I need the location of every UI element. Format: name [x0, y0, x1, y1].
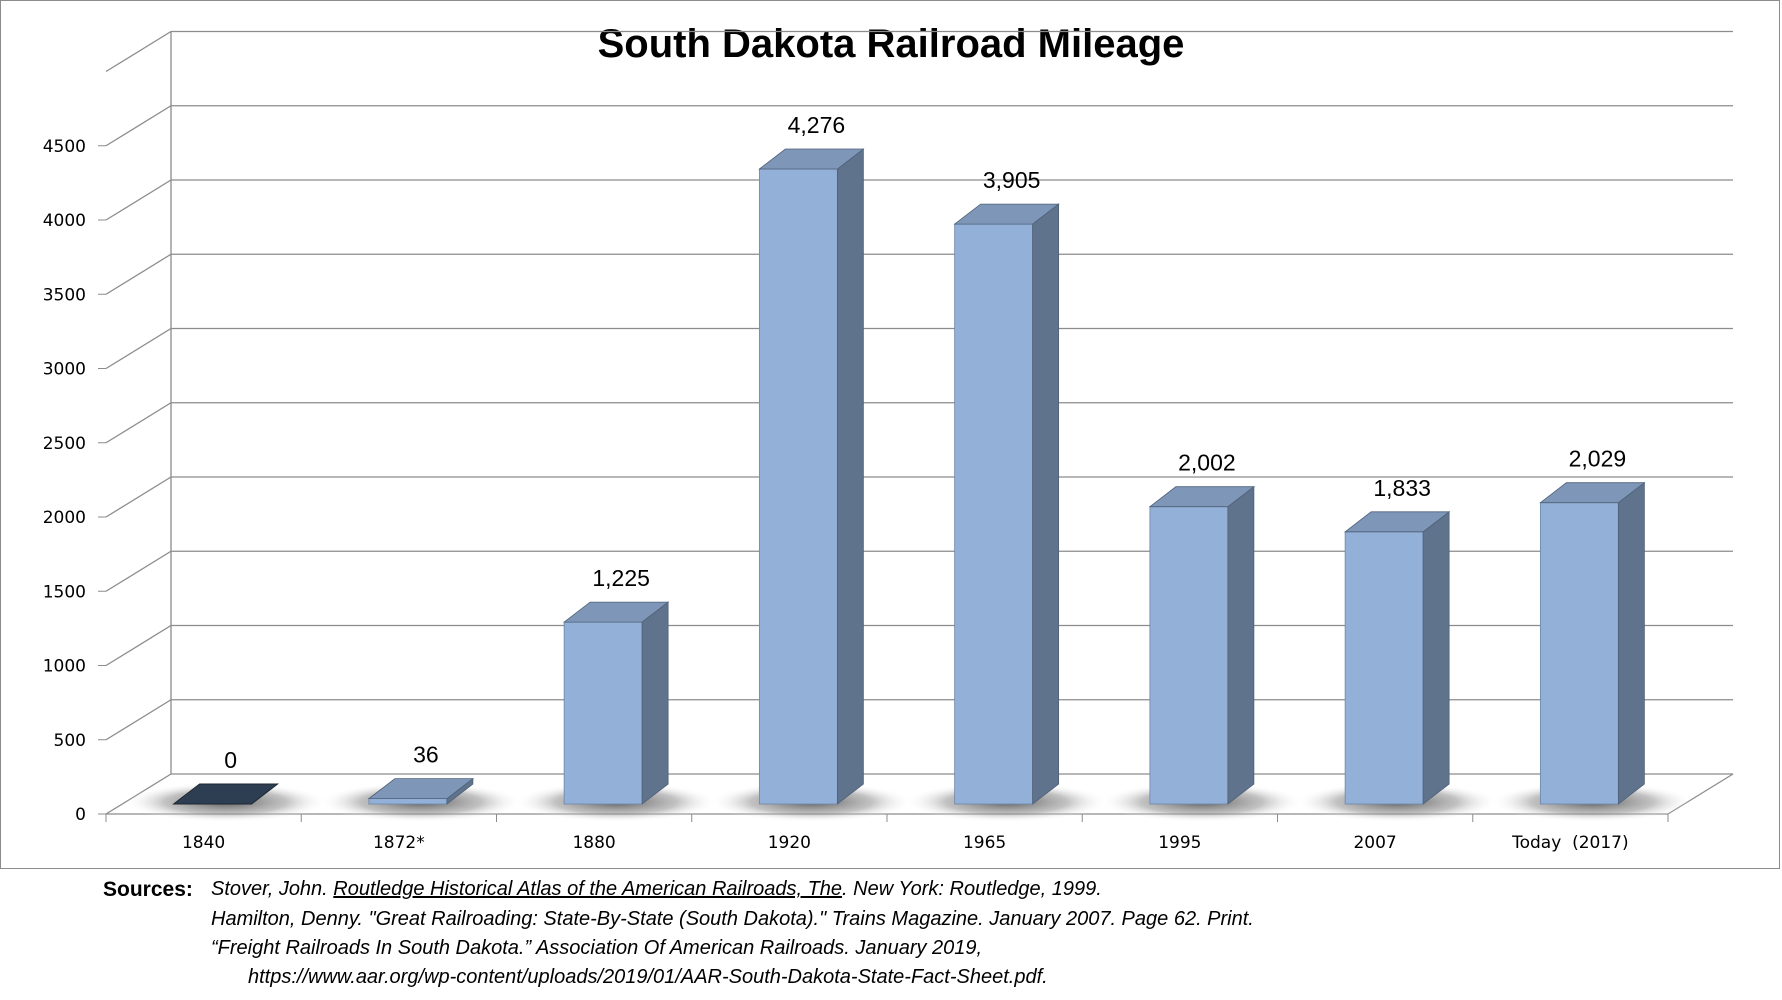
data-label: 4,276 — [788, 112, 846, 138]
data-labels: 0 36 1,225 4,276 3,905 2,002 1,833 2,029 — [224, 112, 1626, 773]
bar-front — [368, 798, 448, 805]
bar — [1148, 485, 1256, 805]
gridlines — [105, 30, 1734, 815]
bar-top — [367, 778, 475, 800]
gridline — [105, 624, 1733, 667]
bar-top — [1539, 482, 1646, 504]
gridline — [105, 30, 1733, 73]
chart-frame: South Dakota Railroad Mileage 0 500 1000 15… — [0, 0, 1780, 869]
bar-front — [1344, 531, 1424, 805]
bar-side — [1032, 203, 1060, 805]
x-axis-ticks: 1840 1872* 1880 1920 1965 1995 2007 Today (2017… — [105, 814, 1669, 853]
y-tick-label: 4000 — [43, 211, 86, 231]
bar-front — [758, 168, 838, 805]
y-tick-label: 3500 — [43, 285, 86, 305]
y-tick-label: 4500 — [43, 137, 86, 157]
source-aar-url: https://www.aar.org/wp-content/uploads/2… — [248, 966, 1048, 988]
source-stover-rest: . New York: Routledge, 1999. — [842, 878, 1102, 900]
data-label: 0 — [224, 747, 237, 773]
bar-front — [954, 223, 1034, 805]
bar — [1539, 481, 1646, 805]
x-tick-label: 1840 — [182, 833, 225, 853]
data-label: 2,029 — [1569, 446, 1627, 472]
sources-section: Sources: Stover, John. Routledge Histori… — [0, 876, 1782, 1000]
chart-floor — [124, 782, 1694, 822]
gridline — [105, 550, 1733, 592]
source-hamilton: Hamilton, Denny. "Great Railroading: Sta… — [211, 908, 1254, 930]
bar — [367, 777, 475, 805]
source-aar: “Freight Railroads In South Dakota.” Ass… — [211, 937, 983, 959]
bar-side — [641, 601, 669, 805]
x-tick-label: 1995 — [1158, 833, 1201, 853]
y-tick-label: 1500 — [43, 582, 86, 602]
y-tick-label: 2000 — [43, 508, 86, 528]
gridline — [105, 402, 1733, 444]
y-tick-label: 2500 — [43, 434, 86, 454]
bar-front — [1539, 502, 1619, 805]
x-tick-label: 1965 — [963, 833, 1006, 853]
bar-top — [1148, 486, 1256, 508]
bar-side — [1422, 510, 1450, 805]
bar-side — [1617, 481, 1645, 805]
bar-top — [562, 601, 670, 623]
chart-title: South Dakota Railroad Mileage — [598, 22, 1185, 66]
x-tick-label: 1880 — [572, 833, 615, 853]
y-tick-label: 3000 — [43, 360, 86, 380]
source-stover: Stover, John. Routledge Historical Atlas… — [211, 878, 1102, 901]
source-stover-title: Routledge Historical Atlas of the Americ… — [333, 878, 843, 900]
bar-chart: South Dakota Railroad Mileage 0 500 1000 15… — [43, 22, 1734, 853]
x-tick-label: Today (2017) — [1511, 833, 1629, 853]
sources-label: Sources: — [103, 878, 193, 901]
x-tick-label: 1872* — [373, 833, 425, 853]
data-label: 2,002 — [1178, 450, 1236, 476]
y-tick-label: 0 — [75, 805, 86, 825]
x-tick-label: 2007 — [1353, 833, 1396, 853]
data-label: 36 — [413, 742, 439, 768]
bar-front — [563, 621, 643, 805]
bar — [1343, 510, 1451, 805]
y-axis-ticks: 0 500 1000 1500 2000 2500 3000 3500 4000 4500 — [43, 137, 106, 825]
gridline — [105, 105, 1733, 147]
bar-front — [1149, 506, 1229, 805]
bar — [562, 601, 670, 805]
bar — [172, 783, 280, 805]
bar-top — [1343, 511, 1451, 533]
bar-top — [953, 203, 1060, 225]
gridline — [105, 327, 1733, 370]
bar-side — [836, 148, 864, 805]
bars — [172, 148, 1646, 805]
y-tick-label: 1000 — [43, 657, 86, 677]
gridline — [105, 476, 1733, 518]
bar-zero-top — [172, 783, 280, 805]
gridline — [105, 253, 1733, 295]
gridline — [105, 179, 1733, 221]
y-tick-label: 500 — [54, 731, 86, 751]
bar-top — [758, 148, 865, 170]
bar — [758, 148, 865, 805]
bar — [953, 203, 1060, 805]
x-tick-label: 1920 — [768, 833, 811, 853]
gridline — [105, 699, 1733, 741]
data-label: 3,905 — [983, 167, 1041, 193]
data-label: 1,833 — [1373, 475, 1431, 501]
source-stover-author: Stover, John. — [211, 878, 334, 900]
data-label: 1,225 — [592, 565, 650, 591]
bar-side — [1227, 485, 1255, 805]
